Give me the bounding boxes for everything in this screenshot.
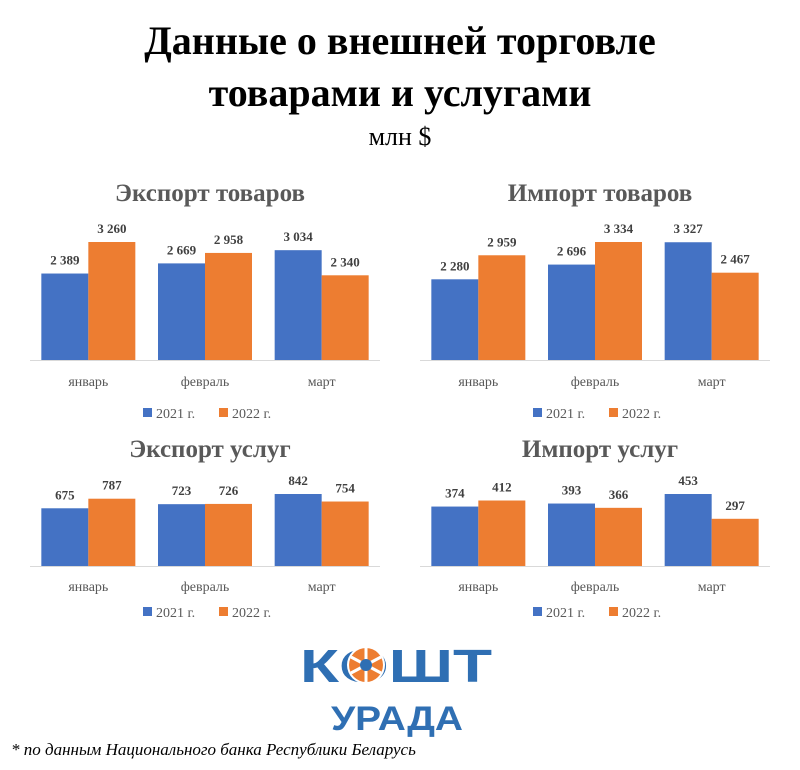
- chart-title: Экспорт товаров: [115, 180, 305, 207]
- bar-2021-январь: [431, 279, 479, 360]
- bar-2021-февраль: [158, 263, 205, 360]
- bar-2021-март: [664, 494, 712, 566]
- bar-2021-март: [664, 242, 712, 360]
- data-label: 412: [492, 480, 512, 495]
- legend-label: 2022 г.: [622, 606, 661, 621]
- bar-2022-март: [711, 518, 759, 566]
- bar-2021-март: [274, 494, 322, 566]
- bar-2021-март: [274, 250, 322, 360]
- data-label: 787: [102, 478, 122, 493]
- legend-label: 2022 г.: [232, 606, 271, 621]
- data-label: 2 467: [721, 252, 751, 267]
- data-label: 2 340: [331, 254, 360, 269]
- tick-label: февраль: [571, 580, 620, 595]
- data-label: 374: [445, 486, 465, 501]
- legend-swatch-2021: [143, 607, 152, 616]
- data-label: 2 280: [440, 258, 469, 273]
- chart-export-goods: Экспорт товаров 2 389 3 260 январь 2 669 2 95…: [30, 180, 380, 422]
- data-label: 3 327: [674, 221, 704, 236]
- legend-swatch-2022: [609, 408, 618, 417]
- tick-label: январь: [68, 375, 108, 390]
- page-title-line-1: Данные о внешней торговле: [144, 18, 656, 63]
- data-label: 3 260: [97, 221, 126, 236]
- bar-2021-январь: [431, 506, 479, 566]
- legend-label: 2022 г.: [232, 407, 271, 422]
- data-label: 2 696: [557, 244, 587, 259]
- data-label: 2 959: [487, 234, 517, 249]
- data-label: 675: [55, 487, 75, 502]
- bar-2022-январь: [478, 255, 526, 360]
- legend-label: 2021 г.: [156, 407, 195, 422]
- chart-title: Импорт товаров: [508, 180, 693, 207]
- bar-2022-февраль: [205, 503, 252, 566]
- data-label: 366: [609, 487, 629, 502]
- legend-swatch-2022: [219, 408, 228, 417]
- tick-label: март: [308, 375, 336, 390]
- tick-label: март: [308, 580, 336, 595]
- legend-swatch-2021: [533, 607, 542, 616]
- tick-label: февраль: [181, 375, 230, 390]
- data-label: 2 389: [50, 253, 80, 268]
- data-label: 2 958: [214, 232, 244, 247]
- chart-title: Импорт услуг: [522, 436, 678, 463]
- bar-2022-февраль: [205, 252, 252, 360]
- data-label: 297: [725, 498, 745, 513]
- legend-label: 2021 г.: [546, 606, 585, 621]
- chart-export-services: Экспорт услуг 675 787 январь 723 726 февраль 84…: [30, 436, 380, 621]
- logo-word-urada: УРАДА: [331, 700, 463, 738]
- tick-label: январь: [458, 375, 498, 390]
- data-label: 3 034: [284, 229, 314, 244]
- legend-swatch-2021: [143, 408, 152, 417]
- bar-2022-март: [321, 501, 369, 566]
- legend-label: 2022 г.: [622, 407, 661, 422]
- data-label: 393: [562, 483, 582, 498]
- tick-label: март: [698, 580, 726, 595]
- chart-import-goods: Импорт товаров 2 280 2 959 январь 2 696 3 334…: [420, 180, 770, 422]
- bar-2021-февраль: [548, 503, 595, 566]
- unit-label: млн $: [368, 122, 432, 151]
- data-label: 754: [335, 481, 355, 496]
- logo-coin-icon: [347, 646, 385, 684]
- bar-2021-январь: [41, 273, 89, 360]
- bar-2022-февраль: [595, 507, 642, 566]
- page-title-line-2: товарами и услугами: [208, 70, 592, 115]
- tick-label: февраль: [571, 375, 620, 390]
- legend-label: 2021 г.: [546, 407, 585, 422]
- bar-2021-январь: [41, 508, 89, 566]
- bar-2021-февраль: [158, 504, 205, 566]
- bar-2022-январь: [88, 242, 136, 360]
- bar-2022-март: [321, 275, 369, 360]
- legend-swatch-2021: [533, 408, 542, 417]
- tick-label: январь: [458, 580, 498, 595]
- tick-label: январь: [68, 580, 108, 595]
- bar-2022-март: [711, 272, 759, 360]
- legend-swatch-2022: [219, 607, 228, 616]
- bar-2022-январь: [88, 498, 136, 566]
- data-label: 723: [172, 483, 192, 498]
- data-label: 453: [678, 473, 698, 488]
- tick-label: март: [698, 375, 726, 390]
- logo-word-kosht: КОШТ: [300, 640, 492, 692]
- tick-label: февраль: [181, 580, 230, 595]
- logo: КОШТ УРАДА: [300, 640, 492, 738]
- bar-2021-февраль: [548, 264, 595, 360]
- legend-swatch-2022: [609, 607, 618, 616]
- legend-label: 2021 г.: [156, 606, 195, 621]
- bar-2022-январь: [478, 500, 526, 566]
- data-label: 726: [219, 483, 239, 498]
- data-label: 2 669: [167, 242, 197, 257]
- chart-title: Экспорт услуг: [129, 436, 291, 463]
- data-label: 842: [288, 473, 308, 488]
- footnote: * по данным Национального банка Республи…: [11, 740, 416, 759]
- data-label: 3 334: [604, 221, 634, 236]
- bar-2022-февраль: [595, 242, 642, 360]
- chart-import-services: Импорт услуг 374 412 январь 393 366 февраль 453…: [420, 436, 770, 621]
